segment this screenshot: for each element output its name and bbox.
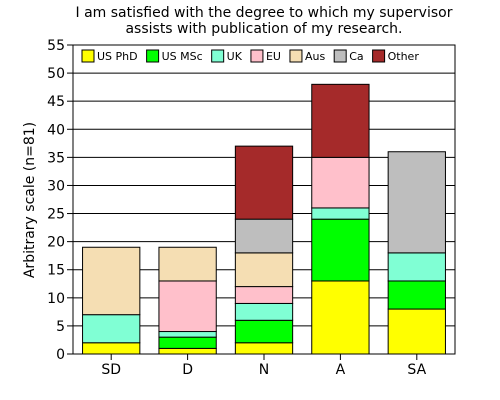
bar-segment bbox=[158, 347, 217, 355]
y-tick-label: 30 bbox=[47, 178, 65, 194]
x-tick-label: A bbox=[336, 362, 346, 378]
y-axis-label: Arbitrary scale (n=81) bbox=[22, 122, 38, 278]
chart-title: I am satisfied with the degree to which … bbox=[76, 5, 453, 37]
legend: US PhD US MSc UK EU Aus Ca Other bbox=[80, 49, 445, 63]
bar-segment bbox=[311, 156, 370, 209]
bar-segment bbox=[82, 342, 141, 355]
y-tick-label: 55 bbox=[47, 38, 65, 54]
x-tick-label: D bbox=[182, 362, 193, 378]
legend-swatch bbox=[333, 49, 347, 63]
legend-swatch bbox=[81, 49, 95, 63]
legend-label: US MSc bbox=[162, 50, 203, 63]
bar-segment bbox=[311, 83, 370, 158]
legend-swatch bbox=[372, 49, 386, 63]
y-tick-label: 15 bbox=[47, 263, 65, 279]
bar-segment bbox=[311, 207, 370, 220]
legend-label: Ca bbox=[349, 50, 363, 63]
y-tick-label: 25 bbox=[47, 207, 65, 223]
bar-segment bbox=[234, 302, 294, 321]
bar-segment bbox=[234, 342, 294, 355]
bar-segment bbox=[158, 336, 217, 349]
bar-segment bbox=[234, 218, 294, 254]
bar-segment bbox=[158, 331, 217, 338]
y-tick-label: 40 bbox=[47, 122, 65, 138]
legend-swatch bbox=[146, 49, 160, 63]
bar-segment bbox=[387, 252, 446, 282]
chart-title-line-1: I am satisfied with the degree to which … bbox=[76, 5, 453, 21]
legend-swatch bbox=[250, 49, 264, 63]
bar-segment bbox=[158, 246, 217, 282]
y-tick-label: 10 bbox=[47, 291, 65, 307]
y-tick-label: 45 bbox=[47, 94, 65, 110]
bar-segment bbox=[234, 252, 294, 288]
axis-ticks: 0 5 10 15 20 25 30 35 40 45 50 55 SD D N A SA bbox=[47, 38, 426, 378]
legend-swatch bbox=[211, 49, 225, 63]
legend-swatch bbox=[289, 49, 303, 63]
y-tick-label: 20 bbox=[47, 235, 65, 251]
bar-segment bbox=[311, 218, 370, 282]
x-tick-label: SD bbox=[101, 362, 121, 378]
y-tick-label: 5 bbox=[56, 319, 65, 335]
legend-label: EU bbox=[266, 50, 281, 63]
legend-label: Aus bbox=[305, 50, 325, 63]
bar-segment bbox=[234, 286, 294, 304]
bar-segment bbox=[234, 145, 294, 220]
bar-segment bbox=[158, 280, 217, 333]
y-tick-label: 50 bbox=[47, 66, 65, 82]
y-tick-label: 0 bbox=[56, 347, 65, 363]
bar-segment bbox=[82, 314, 141, 344]
legend-label: Other bbox=[388, 50, 420, 63]
legend-label: US PhD bbox=[97, 50, 138, 63]
bar-segment bbox=[311, 280, 370, 355]
bar-segment bbox=[387, 280, 446, 310]
bar-segment bbox=[234, 319, 294, 344]
legend-label: UK bbox=[227, 50, 243, 63]
bar-segment bbox=[387, 308, 446, 355]
bar-segment bbox=[387, 151, 446, 254]
x-tick-label: SA bbox=[407, 362, 426, 378]
bar-segment bbox=[82, 246, 141, 316]
x-tick-label: N bbox=[259, 362, 269, 378]
chart-title-line-2: assists with publication of my research. bbox=[125, 21, 402, 37]
bars bbox=[82, 83, 446, 355]
y-tick-label: 35 bbox=[47, 150, 65, 166]
